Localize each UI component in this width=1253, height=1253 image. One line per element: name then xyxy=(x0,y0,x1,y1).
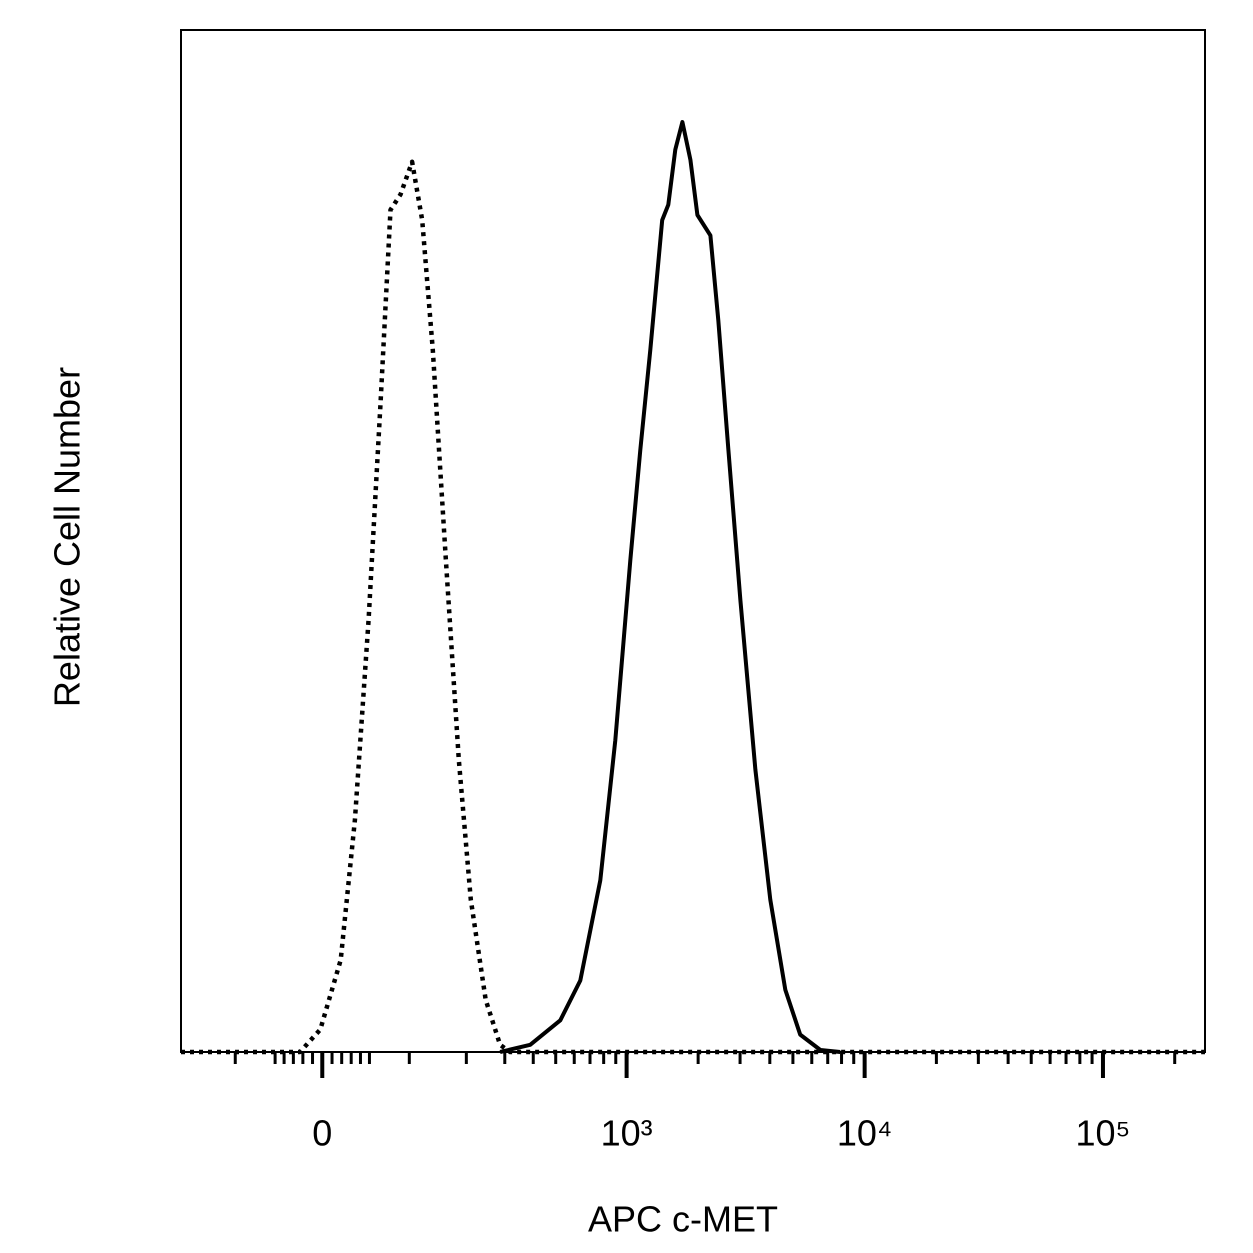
x-tick-label: 10⁴ xyxy=(837,1113,893,1154)
x-tick-label: 10³ xyxy=(601,1113,653,1154)
x-axis-label: APC c-MET xyxy=(588,1199,778,1240)
x-tick-label: 10⁵ xyxy=(1075,1113,1130,1154)
histogram-line xyxy=(181,159,1205,1055)
x-tick-label: 0 xyxy=(312,1113,332,1154)
y-axis-label: Relative Cell Number xyxy=(47,367,88,707)
plot-frame xyxy=(180,29,1206,1053)
histogram-line xyxy=(499,120,841,1054)
